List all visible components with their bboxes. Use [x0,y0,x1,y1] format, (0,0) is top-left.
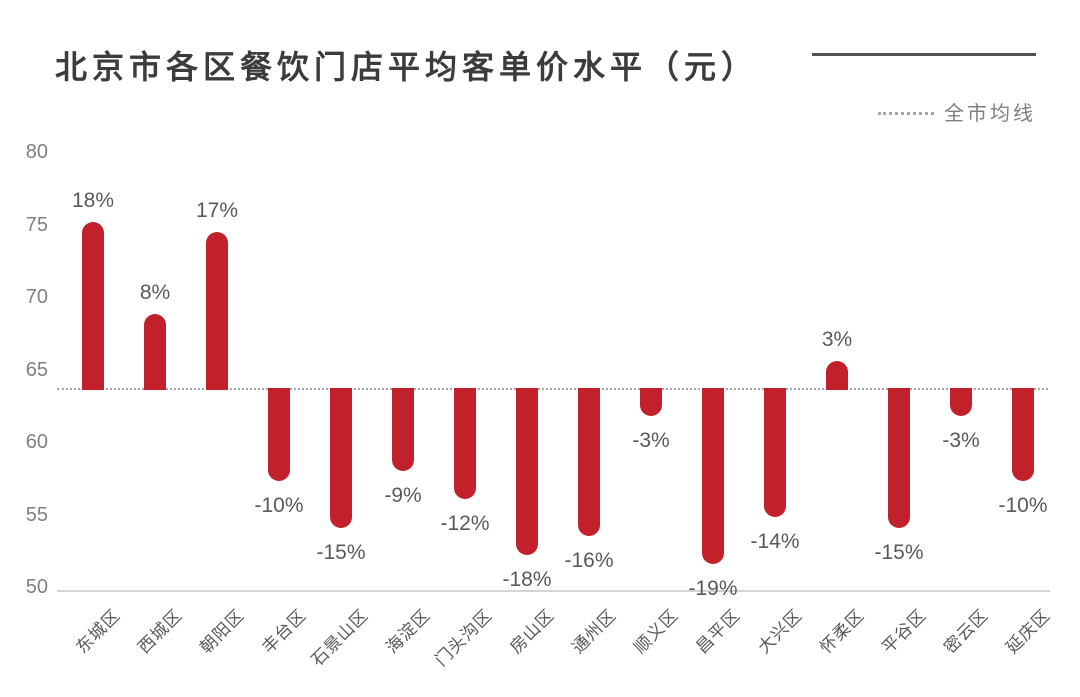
bar [1012,388,1034,482]
x-axis-label: 通州区 [568,605,620,658]
bar-value-label: -10% [254,494,304,518]
y-axis-tick: 70 [25,286,48,308]
bar-value-label: -3% [632,428,670,452]
x-axis-label: 房山区 [506,605,558,658]
bar [764,388,786,518]
bar-value-label: -12% [440,511,490,535]
x-axis-label: 东城区 [72,605,124,658]
title-accent-line [812,53,1036,56]
y-axis-tick: 75 [25,213,48,236]
bar [454,388,476,499]
x-axis-label: 怀柔区 [816,605,868,658]
y-axis-tick: 60 [25,431,48,453]
bar-value-label: 17% [195,198,239,222]
bar-value-label: -15% [316,540,366,564]
bar [826,360,848,391]
bar-value-label: -3% [942,428,980,452]
y-axis-tick: 65 [25,358,48,381]
bar [702,388,724,564]
bar-value-label: -14% [750,530,800,554]
bar [640,388,662,416]
bar-value-label: 18% [71,188,115,212]
chart-title: 北京市各区餐饮门店平均客单价水平（元） [55,49,759,85]
bar-value-label: -10% [998,494,1048,518]
bar-value-label: -16% [564,549,614,573]
bar [888,388,910,528]
bar-value-label: 3% [821,327,853,351]
bar [206,231,228,391]
bar [950,388,972,416]
bar [82,221,104,391]
legend-label: 全市均线 [944,103,1036,125]
y-axis-tick: 80 [25,141,48,163]
x-axis-label: 石景山区 [307,605,372,670]
bar [330,388,352,528]
x-axis-label: 延庆区 [1002,605,1054,658]
bar-value-label: -9% [384,484,422,507]
x-axis-label: 大兴区 [754,605,806,658]
x-axis-label: 密云区 [940,605,992,658]
bar [578,388,600,537]
x-axis-label: 海淀区 [382,605,434,658]
average-line-legend-swatch-icon [878,111,934,115]
y-axis-tick: 55 [25,503,48,526]
y-axis-tick: 50 [25,576,48,598]
x-axis-label: 门头沟区 [431,605,496,670]
city-average-line [57,388,1048,391]
x-axis-label: 朝阳区 [196,605,248,658]
x-axis-line [57,590,1050,592]
bar-value-label: -18% [502,568,552,592]
x-axis-label: 顺义区 [630,605,682,658]
bar-value-label: 8% [139,281,171,305]
legend: 全市均线 [878,97,1036,126]
bar [144,314,166,391]
x-axis-label: 平谷区 [878,605,930,658]
x-axis-label: 西城区 [134,605,186,658]
bar [392,388,414,471]
bar-value-label: -15% [874,540,924,564]
bar-value-label: -19% [688,576,738,600]
x-axis-label: 昌平区 [692,605,744,658]
bar [516,388,538,556]
bar [268,388,290,482]
x-axis-label: 丰台区 [258,605,310,658]
